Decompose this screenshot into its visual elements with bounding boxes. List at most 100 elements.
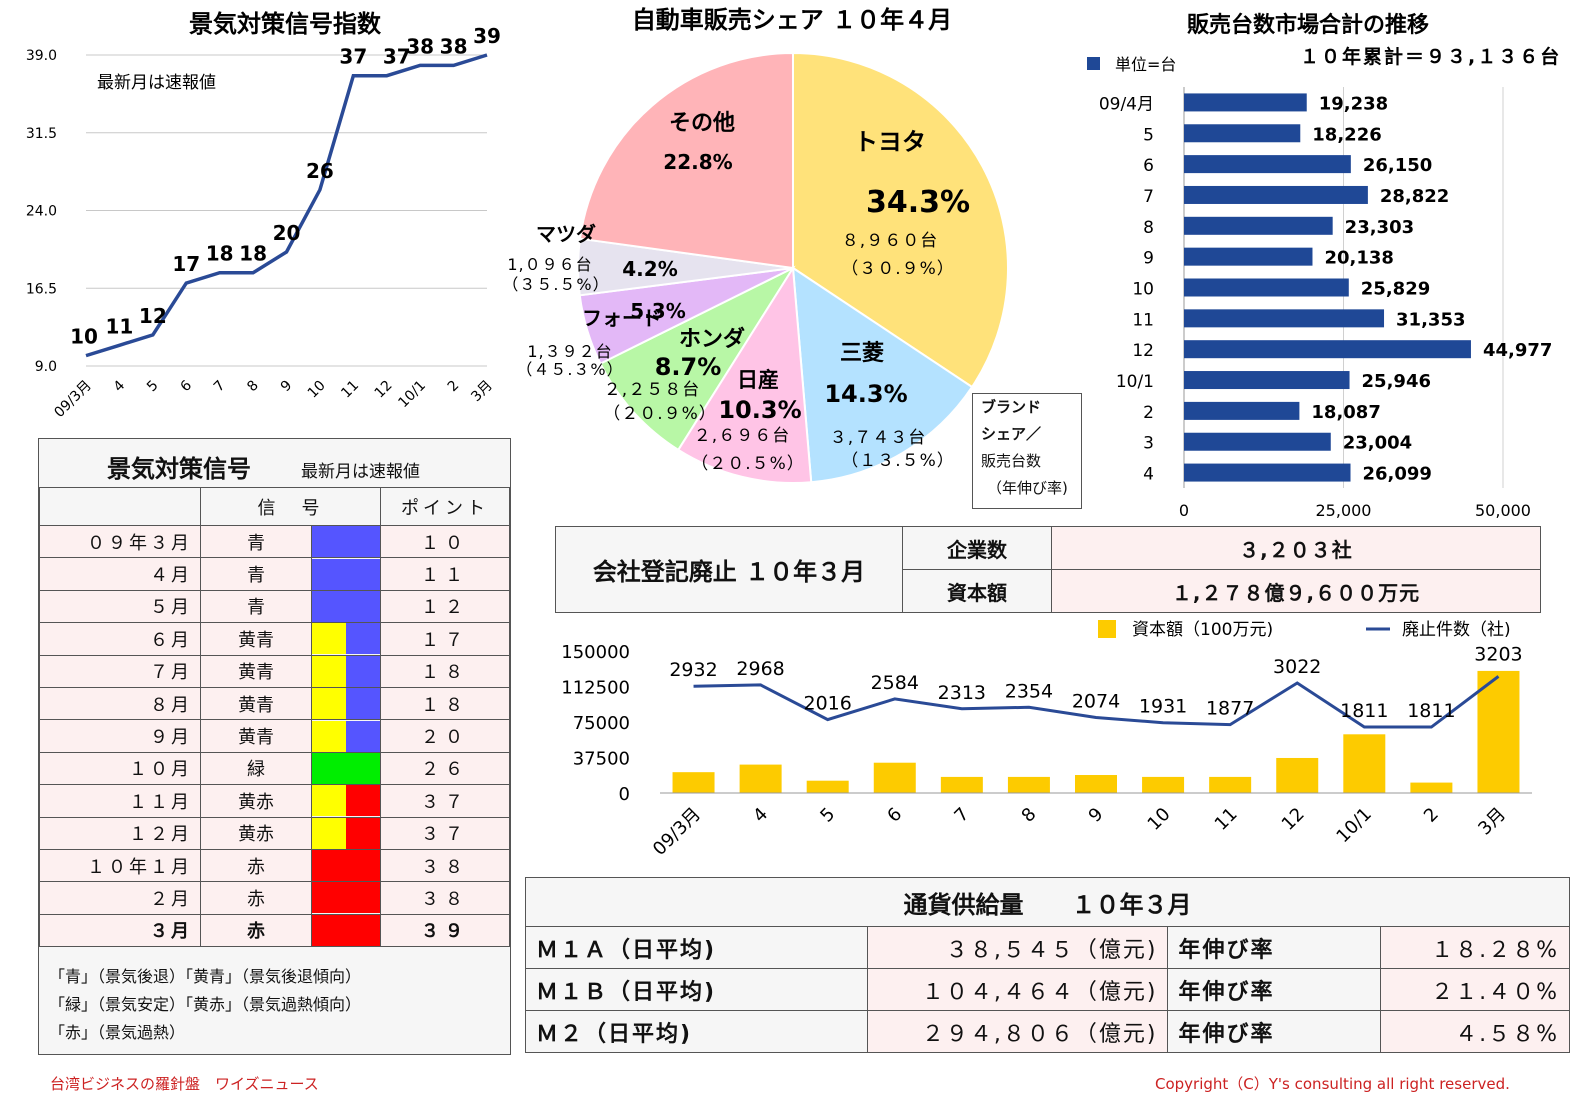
line-x-tick: 6 [177,377,195,395]
capital-bar [1477,670,1520,793]
signal-color-part [312,817,346,849]
legend-line-2: シェア／ [981,425,1042,443]
signal-color-swatch [312,655,380,687]
line-x-tick: 10 [305,378,329,402]
signal-color [311,816,381,850]
signal-point: ３８ [380,848,510,883]
legend-line-3: 販売台数 [981,452,1042,470]
signal-month: ８月 [39,686,201,721]
signal-month: １２月 [39,816,201,850]
hbar-value-label: 19,238 [1319,93,1388,114]
line-data-label: 26 [306,159,334,183]
combo-y-tick: 150000 [561,642,630,663]
footer-left: 台湾ビジネスの羅針盤 ワイズニュース [50,1075,319,1093]
pie-slice-name: ホンダ [679,326,745,352]
pie-share-label: 8.7% [655,353,722,381]
combo-y-tick: 75000 [573,713,630,734]
pie-growth-label: （３５.５%） [502,275,609,294]
line-chart-title: 景気対策信号指数 [189,10,382,38]
signal-name: 緑 [200,751,312,786]
signal-point: １０ [380,524,510,559]
legend-line-1: ブランド [981,398,1042,416]
hbar-bar [1184,185,1368,204]
signal-name: 青 [200,557,312,591]
closure-count-label: 2313 [938,682,986,704]
company-table-title: 会社登記廃止 １０年３月 [555,526,903,613]
closure-count-label: 1811 [1407,700,1455,722]
money-rate-label: 年伸び率 [1167,968,1381,1011]
signal-color [311,654,381,688]
signal-table: 信 号 ポイント ０９年３月青 １０ ４月青 １１ ５月青 １２ ６月 黄青 １７ ７月 黄青 １８ ８… [39,487,510,948]
signal-month: ２月 [39,881,201,915]
pie-units-label: ８,９６０台 [842,231,938,251]
signal-color-part [312,850,380,882]
hbar-category-label: 10/1 [1116,372,1154,392]
pie-units-label: ２,２５８台 [604,380,700,400]
combo-x-tick: 11 [1211,804,1242,835]
signal-row: ６月 黄青 １７ [39,622,510,656]
closure-count-label: 2354 [1005,680,1053,702]
hbar-bar [1184,309,1385,328]
hbar-value-label: 26,099 [1363,464,1432,485]
signal-table-title: 景気対策信号 最新月は速報値 [39,439,510,488]
signal-color-swatch [312,688,380,720]
signal-name: 青 [200,524,312,559]
pie-slice [676,264,813,484]
signal-row: ０９年３月青 １０ [39,524,510,559]
pie-share-label: 34.3% [866,185,970,220]
money-name: Ｍ１Ｂ（日平均) [524,968,869,1011]
signal-name: 黄青 [200,622,312,656]
signal-color [311,622,381,656]
money-row: Ｍ１Ｂ（日平均) １０４,４６４（億元) 年伸び率 ２１.４０% [524,968,1570,1011]
closure-count-label: 1811 [1340,700,1388,722]
signal-color-part [312,752,380,784]
signal-point: １７ [380,622,510,656]
signal-name: 黄赤 [200,784,312,818]
line-y-tick: 39.0 [26,48,57,64]
closure-count-label: 2016 [804,693,852,715]
hbar-value-label: 25,829 [1361,279,1430,300]
signal-color [311,848,381,883]
line-data-label: 11 [105,314,133,338]
line-x-tick: 3月 [468,378,496,406]
signal-color-swatch [312,785,380,817]
signal-row: ７月 黄青 １８ [39,654,510,688]
line-x-tick: 4 [111,377,129,395]
signal-color-swatch [312,752,380,784]
hbar-value-label: 31,353 [1396,309,1465,330]
hbar-bar [1184,216,1333,235]
signal-color [311,557,381,591]
pie-legend-box: ブランド シェア／ 販売台数 （年伸び率) [972,393,1082,509]
signal-color-part [346,785,380,817]
signal-color-part [312,914,380,946]
company-closure-table: 会社登記廃止 １０年３月 企業数 ３,２０３社 資本額 １,２７８億９,６００万… [555,526,1541,613]
signal-point: ２０ [380,719,510,753]
line-data-label: 38 [440,34,468,58]
signal-table-note: 最新月は速報値 [301,462,420,482]
capital-bar [1142,776,1185,793]
signal-point: １８ [380,686,510,721]
line-x-tick: 2 [445,378,463,396]
line-x-tick: 8 [244,378,262,396]
pie-slice-name: その他 [669,111,735,136]
signal-row: １０年１月赤 ３８ [39,848,510,883]
hbar-bar [1184,432,1331,451]
hbar-value-label: 28,822 [1380,186,1449,207]
signal-name: 赤 [200,913,312,948]
company-count-label: 企業数 [902,526,1052,570]
signal-color-part [346,720,380,752]
pie-share-label: 14.3% [824,380,907,408]
capital-bar [806,780,849,793]
signal-row: １１月 黄赤 ３７ [39,784,510,818]
capital-bar [672,772,715,793]
line-data-label: 10 [70,325,98,349]
signal-color [311,589,381,624]
hbar-category-label: 4 [1143,465,1154,485]
combo-x-tick: 8 [1018,804,1041,827]
pie-slice [599,265,796,452]
header-month [39,487,201,526]
signal-color [311,686,381,721]
hbar-x-tick: 0 [1179,501,1189,520]
signal-color-swatch [312,590,380,622]
hbar-value-label: 23,303 [1345,217,1414,238]
